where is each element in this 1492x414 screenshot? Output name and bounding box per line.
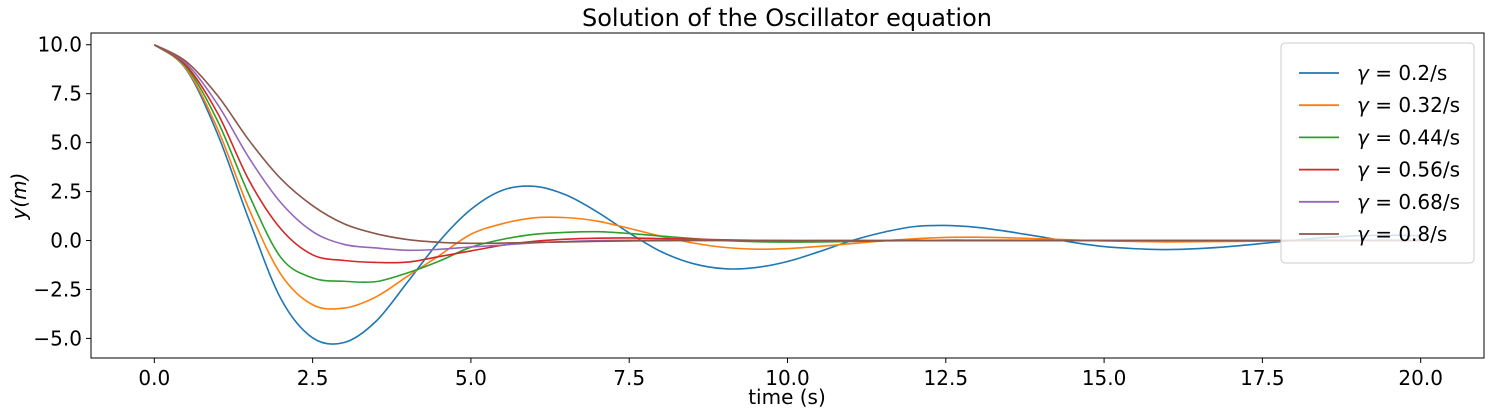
series-line-1 [153, 44, 1421, 310]
series-line-4 [153, 44, 1421, 252]
series-line-3 [153, 44, 1421, 264]
x-tick-label: 5.0 [455, 366, 487, 390]
y-axis-label: y(m) [7, 173, 31, 221]
y-tick-label: 0.0 [50, 229, 82, 253]
x-tick-label: 15.0 [1082, 366, 1127, 390]
series-line-0 [153, 44, 1421, 345]
y-tick-label: 7.5 [50, 82, 82, 106]
legend-label: γ = 0.2/s [1357, 61, 1447, 85]
y-tick-label: 5.0 [50, 131, 82, 155]
y-tick-label: −2.5 [33, 277, 82, 301]
legend-label: γ = 0.68/s [1357, 190, 1460, 214]
x-tick-label: 0.0 [138, 366, 170, 390]
series-line-5 [153, 44, 1421, 245]
x-tick-label: 17.5 [1240, 366, 1285, 390]
x-axis: 0.0 2.5 5.0 7.5 10.0 12.5 15.0 17.5 20.0 [138, 358, 1443, 390]
y-tick-label: 10.0 [37, 33, 82, 57]
legend-label: γ = 0.8/s [1357, 222, 1447, 246]
legend-label: γ = 0.32/s [1357, 93, 1460, 117]
x-tick-label: 7.5 [613, 366, 645, 390]
y-tick-label: −5.0 [33, 326, 82, 350]
legend-box [1280, 42, 1475, 264]
x-tick-label: 20.0 [1398, 366, 1443, 390]
legend: γ = 0.2/s γ = 0.32/s γ = 0.44/s γ = 0.56/s γ… [1280, 42, 1475, 264]
x-tick-label: 12.5 [924, 366, 969, 390]
legend-label: γ = 0.44/s [1357, 125, 1460, 149]
y-tick-label: 2.5 [50, 180, 82, 204]
x-tick-label: 2.5 [297, 366, 329, 390]
plot-lines [153, 44, 1421, 345]
chart-title: Solution of the Oscillator equation [582, 4, 992, 32]
x-tick-label: 10.0 [765, 366, 810, 390]
legend-label: γ = 0.56/s [1357, 158, 1460, 182]
y-axis: 10.0 7.5 5.0 2.5 0.0 −2.5 −5.0 [33, 33, 91, 350]
x-axis-label: time (s) [748, 385, 826, 409]
